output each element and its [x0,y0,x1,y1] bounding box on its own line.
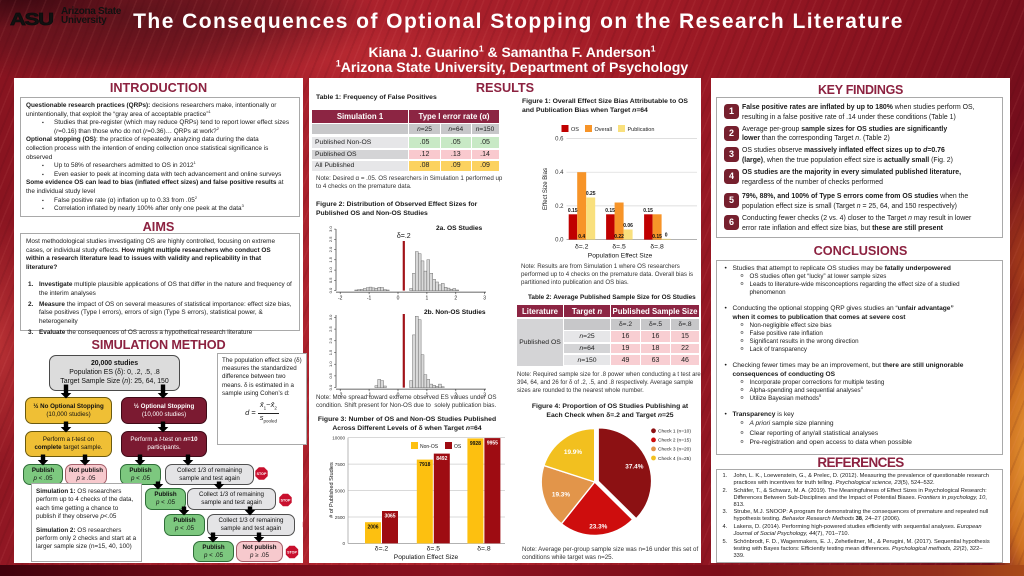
svg-text:STOP: STOP [257,472,267,476]
svg-text:Non-OS: Non-OS [420,444,439,450]
svg-text:0: 0 [342,541,345,546]
svg-text:1.5: 1.5 [328,349,333,355]
svg-text:Check 1 (n=10): Check 1 (n=10) [658,429,691,435]
svg-text:1: 1 [426,393,429,399]
svg-text:3.0: 3.0 [328,226,333,232]
svg-text:7918: 7918 [419,462,430,468]
svg-text:2.0: 2.0 [328,246,333,252]
svg-text:19.3%: 19.3% [552,491,570,498]
svg-text:2.5: 2.5 [328,326,333,332]
svg-text:2006: 2006 [367,525,378,531]
svg-text:# of Published Studies: # of Published Studies [329,462,335,518]
svg-text:0.15: 0.15 [568,208,578,214]
svg-text:0.06: 0.06 [623,223,633,229]
svg-text:OS: OS [571,127,579,133]
svg-text:1.0: 1.0 [328,361,333,367]
svg-text:δ=.8: δ=.8 [477,546,491,553]
svg-text:-1: -1 [367,393,372,399]
svg-text:0.0: 0.0 [555,238,564,244]
svg-text:0.15: 0.15 [605,208,615,214]
svg-text:0.6: 0.6 [555,137,564,143]
svg-text:Check 2 (n=15): Check 2 (n=15) [658,438,691,444]
svg-text:Population Effect Size: Population Effect Size [588,253,653,260]
svg-text:10000: 10000 [332,435,345,440]
svg-text:2: 2 [454,393,457,399]
svg-text:1: 1 [426,296,429,302]
svg-text:1.5: 1.5 [328,256,333,262]
svg-text:1.0: 1.0 [328,267,333,273]
svg-text:Check 3 (n=20): Check 3 (n=20) [658,447,691,453]
svg-text:-2: -2 [338,393,343,399]
svg-text:9928: 9928 [470,441,481,447]
svg-text:3065: 3065 [384,514,395,520]
svg-text:5000: 5000 [335,488,346,493]
svg-text:Check 4 (n=25): Check 4 (n=25) [658,456,691,462]
svg-text:8492: 8492 [436,456,447,462]
svg-text:-1: -1 [367,296,372,302]
svg-text:STOP: STOP [287,550,297,554]
svg-text:δ=.5: δ=.5 [427,546,441,553]
svg-text:δ=.2: δ=.2 [397,233,411,240]
svg-text:3: 3 [483,393,486,399]
svg-text:OS: OS [454,444,462,450]
svg-text:0.0: 0.0 [328,384,333,390]
svg-text:0.0: 0.0 [328,287,333,293]
svg-text:2.0: 2.0 [328,337,333,343]
svg-text:0.25: 0.25 [586,191,596,197]
svg-text:Overall: Overall [595,127,612,133]
svg-text:-2: -2 [338,296,343,302]
svg-text:3.0: 3.0 [328,314,333,320]
svg-text:0.22: 0.22 [614,234,624,240]
svg-text:19.9%: 19.9% [564,449,582,456]
svg-text:δ=.8: δ=.8 [650,244,664,251]
svg-text:STOP: STOP [281,498,291,502]
svg-text:2a. OS Studies: 2a. OS Studies [436,225,483,232]
svg-text:7500: 7500 [335,462,346,467]
svg-text:23.3%: 23.3% [589,523,607,530]
svg-text:Publication: Publication [628,127,655,133]
svg-text:Population Effect Size: Population Effect Size [394,554,459,561]
svg-text:0.5: 0.5 [328,372,333,378]
svg-text:0: 0 [397,393,400,399]
svg-text:3: 3 [483,296,486,302]
svg-text:0.4: 0.4 [578,234,585,240]
svg-text:δ=.5: δ=.5 [612,244,626,251]
svg-text:0.2: 0.2 [555,204,564,210]
svg-text:2.5: 2.5 [328,236,333,242]
svg-text:Effect Size Bias: Effect Size Bias [543,168,549,210]
svg-text:0: 0 [665,232,668,238]
svg-text:0.15: 0.15 [643,208,653,214]
svg-text:0.5: 0.5 [328,277,333,283]
svg-text:37.4%: 37.4% [625,464,643,471]
svg-text:2: 2 [454,296,457,302]
svg-text:2b. Non-OS Studies: 2b. Non-OS Studies [424,309,486,316]
svg-text:δ=.2: δ=.2 [575,244,589,251]
svg-text:δ=.2: δ=.2 [375,546,389,553]
svg-text:2500: 2500 [335,515,346,520]
svg-text:9955: 9955 [487,441,498,447]
svg-text:0.4: 0.4 [555,170,564,176]
svg-text:0.15: 0.15 [652,234,662,240]
svg-text:0: 0 [397,296,400,302]
